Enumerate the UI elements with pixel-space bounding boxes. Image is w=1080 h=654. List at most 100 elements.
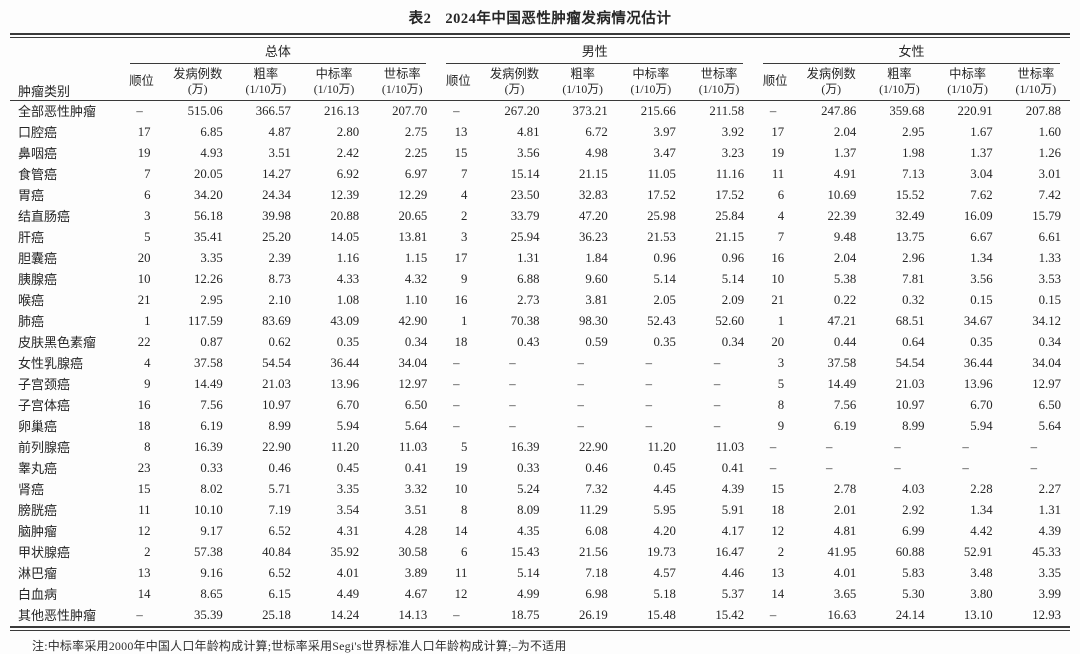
table-cell: 1.34 [970,251,993,265]
table-cell: 10 [137,272,151,286]
table-cell: 6.19 [200,419,223,433]
table-cell: 1 [777,314,785,328]
table-cell: 6.70 [970,398,993,412]
table-cell: 8 [144,440,151,454]
table-cell: 0.46 [585,461,608,475]
table-cell: – [645,377,653,391]
row-category: 女性乳腺癌 [18,356,84,371]
table-cell: 11.20 [330,440,360,454]
table-cell: 14.49 [827,377,857,391]
table-cell: 6.50 [404,398,428,412]
column-header-unit: (1/10万) [698,82,740,96]
table-cell: 0.15 [1038,293,1061,307]
table-cell: 34.67 [963,314,993,328]
table-cell: 45.33 [1032,545,1061,559]
table-cell: 9.48 [833,230,857,244]
table-cell: 16 [771,251,785,265]
table-row: 胆囊癌 20 3.35 2.39 1.16 1.15 17 1.31 1.84 0.96 0.96 1… [10,248,1070,269]
column-header-label: 世标率 [700,67,738,81]
table-cell: 11.03 [399,440,428,454]
table-cell: 41.95 [827,545,857,559]
table-cell: 19 [454,461,468,475]
table-cell: 12.26 [193,272,223,286]
column-header-label: 粗率 [570,67,595,81]
column-header-unit: (1/10万) [381,82,423,96]
table-row: 前列腺癌 8 16.39 22.90 11.20 11.03 5 16.39 22.90 11.2… [10,437,1070,458]
table-cell: 2.95 [200,293,223,307]
table-row: 女性乳腺癌 4 37.58 54.54 36.44 34.04 – – – – – 3 37.58 54.… [10,353,1070,374]
table-cell: 2.10 [268,293,291,307]
table-cell: 211.58 [709,104,745,118]
table-cell: 15 [137,482,151,496]
table-cell: 35.39 [193,608,223,622]
table-cell: 0.34 [1038,335,1061,349]
table-cell: 207.70 [392,104,428,118]
table-cell: 14.24 [330,608,360,622]
table-cell: 3.65 [833,587,857,601]
table-cell: 4.01 [833,566,857,580]
table-cell: 2.01 [833,503,857,517]
column-header: 顺位 [753,64,798,101]
table-cell: 34.12 [1032,314,1061,328]
table-cell: 2.25 [404,146,428,160]
table-title: 表2 2024年中国恶性肿瘤发病情况估计 [10,4,1070,33]
table-cell: – [577,398,584,412]
column-header-label: 世标率 [1017,67,1055,81]
table-cell: 7 [144,167,151,181]
table-cell: 4.31 [336,524,360,538]
table-cell: 56.18 [193,209,223,223]
table-cell: 2.95 [902,125,925,139]
table-cell: 22.39 [827,209,857,223]
table-cell: 10.69 [827,188,857,202]
table-cell: 7.13 [902,167,925,181]
table-cell: – [713,419,721,433]
table-cell: 20 [771,335,785,349]
table-cell: – [645,356,653,370]
table-cell: 12 [137,524,151,538]
table-cell: – [962,461,969,475]
table-cell: 0.35 [970,335,993,349]
table-cell: – [577,419,584,433]
table-cell: 15.43 [510,545,540,559]
row-category: 肝癌 [18,230,45,245]
table-cell: 24.14 [895,608,925,622]
header-group-row: 肿瘤类别 总体 男性 女性 [10,38,1070,101]
column-header-label: 粗率 [253,67,279,81]
table-cell: 20.65 [398,209,428,223]
table-cell: 1.34 [970,503,993,517]
table-cell: 19 [137,146,151,160]
table-cell: 12.97 [1032,377,1061,391]
table-cell: 21.53 [647,230,676,244]
column-header-label: 顺位 [762,74,788,88]
table-cell: 3 [460,230,468,244]
table-cell: 3.35 [200,251,223,265]
row-category: 膀胱癌 [18,503,58,518]
table-cell: 0.34 [404,335,428,349]
table-cell: 4.01 [336,566,360,580]
table-cell: 0.45 [336,461,360,475]
column-header: 中标率 (1/10万) [299,64,369,101]
row-category: 结直肠癌 [18,209,71,224]
table-cell: – [136,104,143,118]
table-cell: 68.51 [895,314,925,328]
table-cell: – [577,356,584,370]
table-cell: 16 [454,293,468,307]
table-row: 子宫体癌 16 7.56 10.97 6.70 6.50 – – – – – 8 7.56 10.97 6.… [10,395,1070,416]
column-header: 发病例数 (万) [797,64,866,101]
table-cell: 14.05 [330,230,360,244]
table-cell: 14.27 [262,167,291,181]
table-cell: 0.34 [721,335,745,349]
table-cell: 35.41 [193,230,223,244]
table-cell: 2.73 [517,293,540,307]
table-cell: 1.10 [404,293,428,307]
table-cell: 5.24 [517,482,540,496]
table-cell: 3.32 [404,482,428,496]
table-cell: 43.09 [330,314,360,328]
table-cell: 26.19 [578,608,608,622]
table-row: 脑肿瘤 12 9.17 6.52 4.31 4.28 14 4.35 6.08 4.20 4.17 1… [10,521,1070,542]
table-cell: – [453,419,460,433]
table-cell: 13 [771,566,785,580]
table-cell: 15.14 [510,167,540,181]
table-cell: 22.90 [578,440,608,454]
table-cell: 2.09 [721,293,745,307]
